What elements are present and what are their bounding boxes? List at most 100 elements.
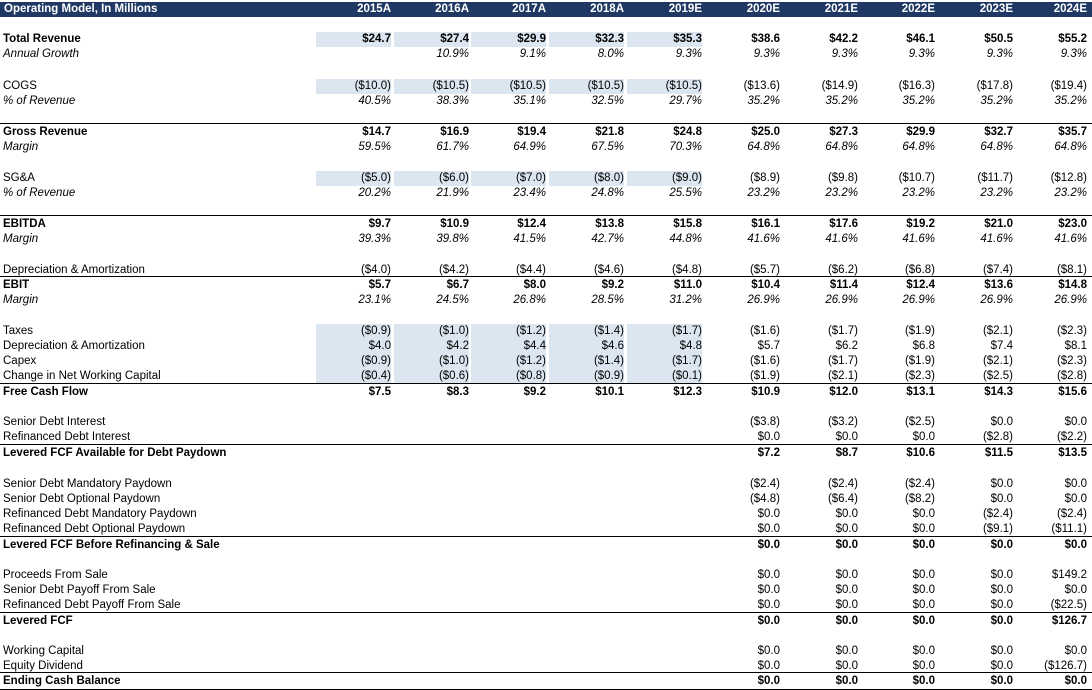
cell-2020e[interactable]: $5.7 (757, 340, 780, 352)
cell-2019e[interactable]: 70.3% (669, 141, 702, 153)
cell-2021e[interactable]: ($14.9) (821, 80, 858, 92)
cell-2019e[interactable]: ($1.7) (627, 354, 702, 369)
row-label[interactable]: Senior Debt Optional Paydown (3, 493, 161, 505)
cell-2022e[interactable]: $46.1 (906, 33, 935, 45)
cell-2022e[interactable]: ($10.7) (898, 172, 935, 184)
cell-2018a[interactable]: ($10.5) (549, 79, 624, 94)
cell-2017a[interactable]: $9.2 (523, 386, 546, 398)
row-label[interactable]: Refinanced Debt Payoff From Sale (3, 599, 181, 611)
cell-2021e[interactable]: $0.0 (835, 569, 858, 581)
cell-2022e[interactable]: $19.2 (906, 218, 935, 230)
cell-2021e[interactable]: $12.0 (829, 386, 858, 398)
cell-2023e[interactable]: $14.3 (984, 386, 1013, 398)
cell-2016a[interactable] (394, 507, 469, 522)
cell-2017a[interactable] (471, 507, 546, 522)
cell-2020e[interactable]: ($13.6) (743, 80, 780, 92)
cell-2019e[interactable]: ($10.5) (627, 79, 702, 94)
cell-2022e[interactable]: ($6.8) (904, 264, 935, 276)
row-label[interactable]: EBIT (3, 279, 30, 291)
cell-2020e[interactable]: ($8.9) (749, 172, 780, 184)
cell-2017a[interactable]: ($1.2) (471, 324, 546, 339)
cell-2015a[interactable]: 39.3% (358, 233, 391, 245)
cell-2017a[interactable]: 64.9% (513, 141, 546, 153)
cell-2022e[interactable]: 26.9% (902, 294, 935, 306)
row-label[interactable]: EBITDA (3, 218, 46, 230)
cell-2018a[interactable]: $4.6 (549, 339, 624, 354)
cell-2015a[interactable]: 20.2% (358, 187, 391, 199)
cell-2019e[interactable]: ($0.1) (627, 369, 702, 384)
cell-2018a[interactable]: $9.2 (601, 279, 624, 291)
cell-2018a[interactable] (549, 568, 624, 583)
cell-2017a[interactable]: $19.4 (517, 126, 546, 138)
cell-2020e[interactable]: $0.0 (757, 675, 780, 687)
cell-2017a[interactable]: $4.4 (471, 339, 546, 354)
cell-2020e[interactable]: ($1.9) (749, 370, 780, 382)
cell-2016a[interactable] (394, 430, 469, 445)
cell-2017a[interactable]: $8.0 (523, 279, 546, 291)
cell-2020e[interactable]: ($3.8) (749, 416, 780, 428)
cell-2023e[interactable]: $0.0 (990, 599, 1013, 611)
cell-2016a[interactable] (394, 446, 469, 461)
row-label[interactable]: Free Cash Flow (3, 386, 88, 398)
cell-2015a[interactable]: ($0.4) (316, 369, 391, 384)
cell-2018a[interactable]: $10.1 (595, 386, 624, 398)
cell-2020e[interactable]: ($5.7) (749, 264, 780, 276)
cell-2024e[interactable]: ($2.4) (1056, 508, 1087, 520)
row-label[interactable]: Senior Debt Mandatory Paydown (3, 478, 172, 490)
cell-2020e[interactable]: ($1.6) (749, 355, 780, 367)
cell-2023e[interactable]: $0.0 (990, 615, 1013, 627)
cell-2017a[interactable] (471, 674, 546, 689)
row-label[interactable]: Annual Growth (3, 48, 80, 60)
cell-2019e[interactable]: $15.8 (673, 218, 702, 230)
cell-2024e[interactable]: 9.3% (1060, 48, 1087, 60)
cell-2024e[interactable]: $0.0 (1064, 645, 1087, 657)
cell-2021e[interactable]: $0.0 (835, 645, 858, 657)
cell-2023e[interactable]: 26.9% (980, 294, 1013, 306)
cell-2018a[interactable]: ($1.4) (549, 324, 624, 339)
cell-2016a[interactable]: 10.9% (436, 48, 469, 60)
row-label[interactable]: Margin (3, 141, 39, 153)
cell-2022e[interactable]: $0.0 (912, 675, 935, 687)
cell-2015a[interactable]: 40.5% (358, 95, 391, 107)
cell-2021e[interactable]: ($1.7) (827, 355, 858, 367)
cell-2016a[interactable]: 38.3% (436, 95, 469, 107)
cell-2022e[interactable]: 23.2% (902, 187, 935, 199)
cell-2020e[interactable]: $38.6 (751, 33, 780, 45)
cell-2019e[interactable] (627, 477, 702, 492)
cell-2018a[interactable] (549, 674, 624, 689)
cell-2015a[interactable]: $24.7 (316, 32, 391, 47)
cell-2022e[interactable]: ($1.9) (904, 325, 935, 337)
cell-2021e[interactable]: ($9.8) (827, 172, 858, 184)
cell-2017a[interactable] (471, 538, 546, 553)
cell-2024e[interactable]: ($22.5) (1050, 599, 1087, 611)
cell-2016a[interactable]: $16.9 (440, 126, 469, 138)
cell-2023e[interactable]: $0.0 (990, 660, 1013, 672)
cell-2022e[interactable]: $0.0 (912, 569, 935, 581)
cell-2020e[interactable]: $25.0 (751, 126, 780, 138)
cell-2017a[interactable] (471, 644, 546, 659)
cell-2023e[interactable]: ($11.7) (977, 172, 1013, 184)
cell-2024e[interactable]: ($2.3) (1056, 325, 1087, 337)
cell-2023e[interactable]: ($2.4) (982, 508, 1013, 520)
cell-2016a[interactable]: $4.2 (394, 339, 469, 354)
cell-2016a[interactable]: ($10.5) (394, 79, 469, 94)
cell-2016a[interactable] (394, 415, 469, 430)
row-label[interactable]: Refinanced Debt Optional Paydown (3, 523, 186, 535)
cell-2017a[interactable] (471, 614, 546, 629)
cell-2019e[interactable]: 44.8% (669, 233, 702, 245)
cell-2018a[interactable] (549, 507, 624, 522)
row-label[interactable]: Margin (3, 233, 39, 245)
cell-2015a[interactable]: $4.0 (316, 339, 391, 354)
cell-2018a[interactable]: 32.5% (591, 95, 624, 107)
cell-2019e[interactable]: 31.2% (669, 294, 702, 306)
cell-2015a[interactable]: $7.5 (368, 386, 391, 398)
cell-2021e[interactable]: ($2.1) (827, 370, 858, 382)
cell-2016a[interactable] (394, 492, 469, 507)
cell-2023e[interactable]: $0.0 (990, 493, 1013, 505)
row-label[interactable]: Proceeds From Sale (3, 569, 108, 581)
cell-2019e[interactable]: 25.5% (669, 187, 702, 199)
cell-2016a[interactable]: ($4.2) (438, 264, 469, 276)
cell-2022e[interactable]: $0.0 (912, 584, 935, 596)
cell-2022e[interactable]: $0.0 (912, 539, 935, 551)
